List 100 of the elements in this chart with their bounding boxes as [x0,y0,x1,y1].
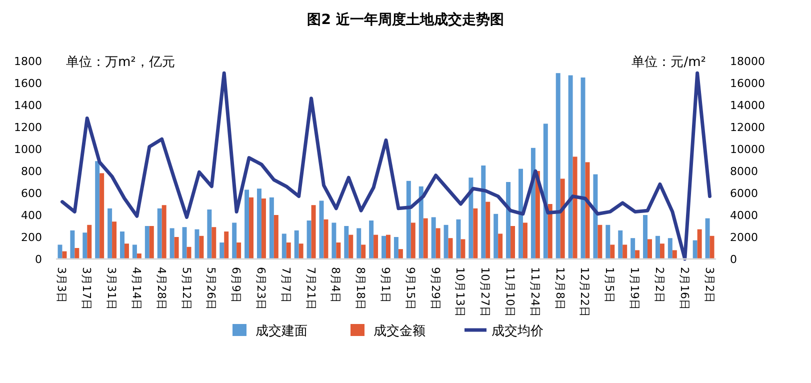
bar [672,250,677,259]
y2-tick-label: 16000 [730,77,765,90]
bar [261,198,266,259]
bar [618,230,623,259]
bar [697,229,702,259]
bar [361,244,366,259]
y-tick-label: 600 [21,187,42,200]
bar [306,220,312,259]
x-tick-label: 11月10日 [504,267,517,317]
bar [460,239,466,259]
x-tick-label: 5月26日 [204,267,218,310]
bar [593,174,598,259]
bar [643,215,648,259]
bar [543,124,548,259]
x-tick-label: 7月21日 [304,267,318,310]
y-tick-label: 200 [21,231,42,244]
annotation: 单位：万m²，亿元 [66,55,175,70]
bar [182,227,187,259]
bar [194,229,200,259]
x-tick-label: 1月19日 [628,267,642,310]
bar [418,186,424,259]
y-tick-label: 1000 [14,143,42,156]
bar [394,237,398,259]
bar [162,205,166,259]
bar [606,224,610,259]
bar [311,205,316,259]
bar [294,230,299,259]
legend-label: 成交金额 [374,323,426,339]
bar [224,232,229,259]
y-tick-label: 1600 [14,77,42,90]
bar [236,242,242,259]
x-tick-label: 6月9日 [230,267,243,303]
bar [332,222,336,259]
bar [610,244,615,259]
bar [374,234,378,259]
bar [144,226,150,259]
y2-tick-label: 6000 [730,187,758,200]
bar [132,244,137,259]
chart-title: 图2 近一年周度土地成交走势图 [307,11,504,28]
bar [232,222,237,259]
bar [82,232,88,259]
bar [100,173,104,259]
y2-tick-label: 10000 [730,143,765,156]
bar [170,228,174,259]
bar [560,178,565,259]
line-series [60,71,712,261]
bar [510,226,516,259]
bar [398,249,403,259]
legend-label: 成交建面 [256,323,308,339]
bar [648,239,652,259]
bar [136,254,142,259]
bar [256,188,262,259]
bar [598,224,602,259]
bar [298,244,304,259]
bar [473,208,478,259]
bar [249,197,254,259]
bar [655,236,660,259]
y2-tick-label: 12000 [730,121,765,134]
x-tick-label: 4月28日 [154,267,168,310]
bar [506,182,511,259]
bar [522,222,528,259]
bar [212,227,216,259]
bar [108,208,112,259]
bar [635,250,640,259]
x-tick-label: 7月7日 [279,267,292,303]
x-tick-label: 9月1日 [379,267,392,303]
bar [622,244,628,259]
x-tick-label: 2月2日 [652,267,666,303]
bar [568,75,573,259]
y-tick-label: 0 [35,253,42,266]
bar [556,73,560,259]
bar [630,238,636,259]
y-tick-label: 1400 [14,99,42,112]
y2-tick-label: 8000 [730,165,758,178]
bar [207,210,212,259]
y2-tick-label: 2000 [730,231,758,244]
bar [62,251,67,259]
bar [585,162,590,259]
bar [386,234,390,259]
x-tick-label: 8月4日 [329,267,342,303]
bar [356,228,362,259]
x-tick-label: 6月23日 [254,267,268,310]
bar [369,220,374,259]
bar [668,238,672,259]
bar [336,242,341,259]
bar [220,242,224,259]
bar [74,248,80,259]
x-tick-label: 12月8日 [553,267,566,310]
bar [660,244,664,259]
bar [710,236,714,259]
bar [518,168,523,259]
bar [486,202,490,259]
y-tick-label: 400 [21,209,42,222]
bar [410,222,416,259]
bar [274,215,278,259]
x-tick-label: 8月18日 [354,267,368,310]
bar [481,166,486,259]
bar [149,226,154,259]
x-tick-label: 3月31日 [105,267,118,310]
bar [269,197,274,259]
